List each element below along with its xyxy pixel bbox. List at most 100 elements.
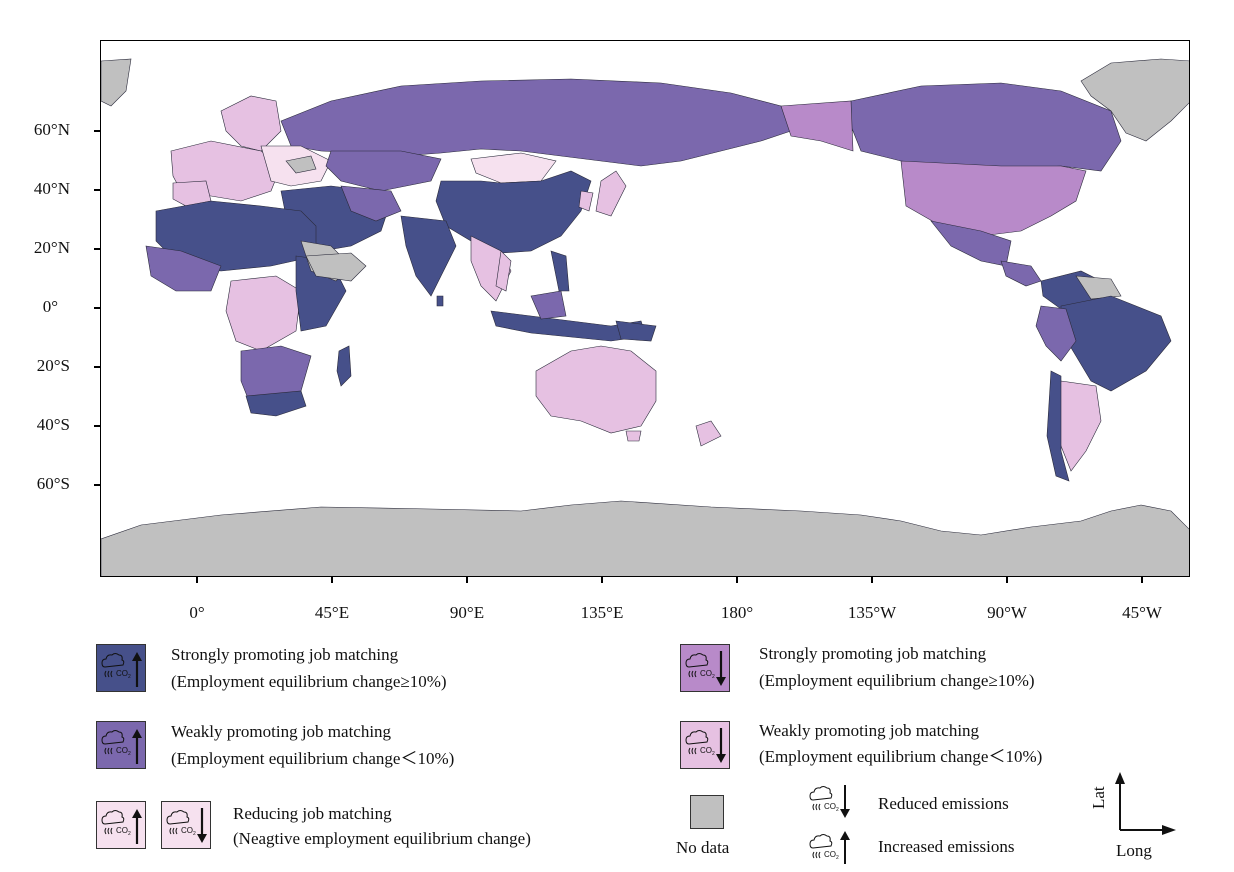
legend-title-strong-increase: Strongly promoting job matching	[171, 645, 399, 664]
co2-down-icon: CO 2	[685, 728, 726, 763]
japan	[595, 170, 627, 217]
legend-title-strong-decrease: Strongly promoting job matching	[759, 644, 987, 663]
lat-label: 60°S	[36, 474, 70, 493]
china	[435, 170, 592, 254]
compass-lat-label: Lat	[1089, 786, 1108, 809]
scandinavia	[220, 95, 282, 152]
legend-subtitle-reducing: (Neagtive employment equilibrium change)	[233, 829, 531, 848]
legend-subtitle-strong-decrease: (Employment equilibrium change≥10%)	[759, 671, 1035, 690]
co2-up-icon: CO 2	[101, 809, 142, 844]
compass-long-label: Long	[1116, 841, 1152, 860]
lat-label: 20°S	[36, 356, 70, 375]
lon-tick	[871, 577, 873, 583]
lon-tick	[466, 577, 468, 583]
greenland	[1080, 58, 1189, 142]
legend-subtitle-weak-increase: (Employment equilibrium change＜10%)	[171, 749, 455, 768]
lat-label: 40°N	[33, 179, 70, 198]
lat-label: 60°N	[33, 120, 70, 139]
legend-subtitle-strong-increase: (Employment equilibrium change≥10%)	[171, 672, 447, 691]
antarctica	[101, 500, 1189, 576]
legend-label-no-data: No data	[676, 838, 730, 857]
co2-down-icon: CO 2	[685, 651, 726, 686]
lon-label: 180°	[720, 603, 754, 622]
kazakhstan	[325, 150, 442, 192]
legend-title-reducing: Reducing job matching	[233, 804, 392, 823]
lon-tick	[331, 577, 333, 583]
lat-tick	[94, 366, 100, 368]
brazil	[1060, 295, 1172, 392]
lon-label: 90°W	[987, 603, 1027, 622]
lon-label: 45°W	[1122, 603, 1162, 622]
lat-label: 0°	[42, 297, 58, 316]
lat-tick	[94, 484, 100, 486]
iran	[340, 185, 402, 222]
svg-text:CO: CO	[700, 746, 712, 755]
lon-tick	[1006, 577, 1008, 583]
madagascar	[336, 345, 352, 387]
legend-swatch-strong-decrease: CO 2	[680, 644, 730, 692]
svg-text:2: 2	[193, 831, 196, 837]
lat-label: 20°N	[33, 238, 70, 257]
svg-text:CO: CO	[116, 669, 128, 678]
alaska	[780, 100, 854, 152]
svg-text:2: 2	[128, 674, 131, 680]
legend-subtitle-weak-decrease: (Employment equilibrium change＜10%)	[759, 747, 1043, 766]
lat-tick	[94, 248, 100, 250]
lon-label: 135°W	[847, 603, 897, 622]
legend-label-increased-emissions: Increased emissions	[878, 837, 1015, 856]
legend-swatch-weak-decrease: CO 2	[680, 721, 730, 769]
svg-text:CO: CO	[116, 746, 128, 755]
new-zealand	[695, 420, 722, 447]
svg-text:CO: CO	[181, 826, 193, 835]
philippines	[550, 250, 570, 292]
central-africa	[225, 275, 302, 352]
sri-lanka	[436, 295, 444, 307]
lon-label: 90°E	[449, 603, 485, 622]
balkans	[285, 155, 317, 174]
legend-title-weak-decrease: Weakly promoting job matching	[759, 721, 980, 740]
svg-text:2: 2	[836, 807, 839, 813]
lat-tick	[94, 425, 100, 427]
legend-label-reduced-emissions: Reduced emissions	[878, 794, 1009, 813]
australia	[535, 345, 657, 434]
korea	[578, 190, 594, 212]
lat-long-compass-icon	[1115, 772, 1176, 835]
lon-tick	[601, 577, 603, 583]
canada	[850, 82, 1122, 172]
lon-tick	[1141, 577, 1143, 583]
lat-tick	[94, 307, 100, 309]
legend-swatch-strong-increase: CO 2	[96, 644, 146, 692]
west-africa	[145, 245, 222, 292]
legend-swatch-reducing-up: CO 2	[96, 801, 146, 849]
tasmania	[625, 430, 642, 442]
legend-title-weak-increase: Weakly promoting job matching	[171, 722, 392, 741]
co2-up-icon: CO 2	[101, 652, 142, 687]
borneo	[530, 290, 567, 320]
lat-tick	[94, 130, 100, 132]
map-canvas	[101, 58, 1189, 576]
papua	[615, 320, 657, 342]
lat-tick	[94, 189, 100, 191]
world-map	[100, 40, 1190, 577]
lat-label: 40°S	[36, 415, 70, 434]
lon-label: 45°E	[314, 603, 350, 622]
svg-text:CO: CO	[700, 669, 712, 678]
peru	[1035, 305, 1077, 362]
central-america	[1000, 260, 1042, 287]
co2-up-icon: CO 2	[101, 729, 142, 764]
west-edge-nodata	[101, 58, 132, 107]
svg-text:2: 2	[128, 831, 131, 837]
legend-swatch-reducing-down: CO 2	[161, 801, 211, 849]
reduced-emissions-icon: CO 2	[809, 785, 850, 818]
mongolia	[470, 152, 557, 184]
legend-swatch-weak-increase: CO 2	[96, 721, 146, 769]
svg-text:2: 2	[712, 751, 715, 757]
chile	[1046, 370, 1070, 482]
svg-text:2: 2	[128, 751, 131, 757]
usa	[900, 160, 1087, 237]
lon-label: 0°	[189, 603, 205, 622]
svg-text:CO: CO	[824, 850, 836, 859]
svg-text:CO: CO	[116, 826, 128, 835]
south-africa	[245, 390, 307, 417]
india	[400, 215, 457, 297]
